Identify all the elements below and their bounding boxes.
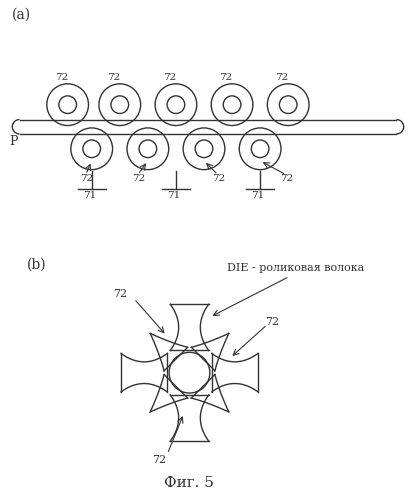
- Text: 71: 71: [251, 191, 265, 200]
- Text: 71: 71: [83, 191, 96, 200]
- Text: 72: 72: [107, 73, 120, 82]
- Text: 72: 72: [114, 289, 128, 299]
- Text: 72: 72: [219, 73, 233, 82]
- Text: 72: 72: [153, 456, 166, 466]
- Text: Фиг. 5: Фиг. 5: [163, 477, 213, 491]
- Text: 72: 72: [280, 174, 293, 183]
- Text: 72: 72: [212, 174, 225, 183]
- Text: 72: 72: [265, 316, 280, 326]
- Text: 72: 72: [275, 73, 289, 82]
- Text: P: P: [10, 135, 18, 148]
- Text: (a): (a): [12, 7, 31, 21]
- Text: 72: 72: [163, 73, 176, 82]
- Text: 72: 72: [132, 174, 145, 183]
- Text: 72: 72: [80, 174, 93, 183]
- Text: DIE - роликовая волока: DIE - роликовая волока: [226, 263, 364, 273]
- Text: (b): (b): [27, 258, 46, 272]
- Text: 72: 72: [55, 73, 68, 82]
- Text: 71: 71: [167, 191, 181, 200]
